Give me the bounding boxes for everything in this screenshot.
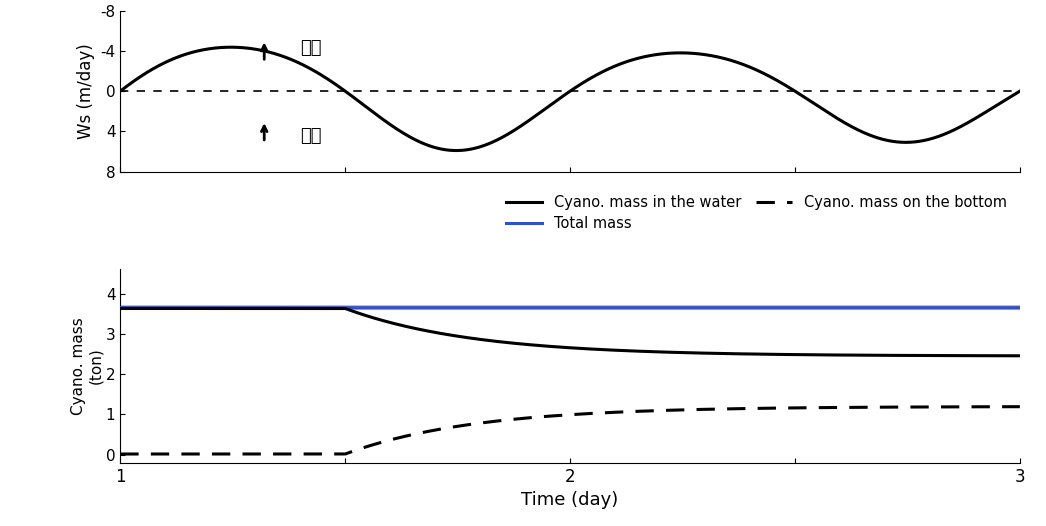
Text: 부상: 부상 xyxy=(300,38,322,57)
Y-axis label: Ws (m/day): Ws (m/day) xyxy=(76,43,95,139)
Legend: Cyano. mass in the water, Total mass, Cyano. mass on the bottom: Cyano. mass in the water, Total mass, Cy… xyxy=(500,189,1013,237)
Text: 침강: 침강 xyxy=(300,127,322,145)
Y-axis label: Cyano. mass
(ton): Cyano. mass (ton) xyxy=(70,317,103,415)
X-axis label: Time (day): Time (day) xyxy=(522,491,618,509)
